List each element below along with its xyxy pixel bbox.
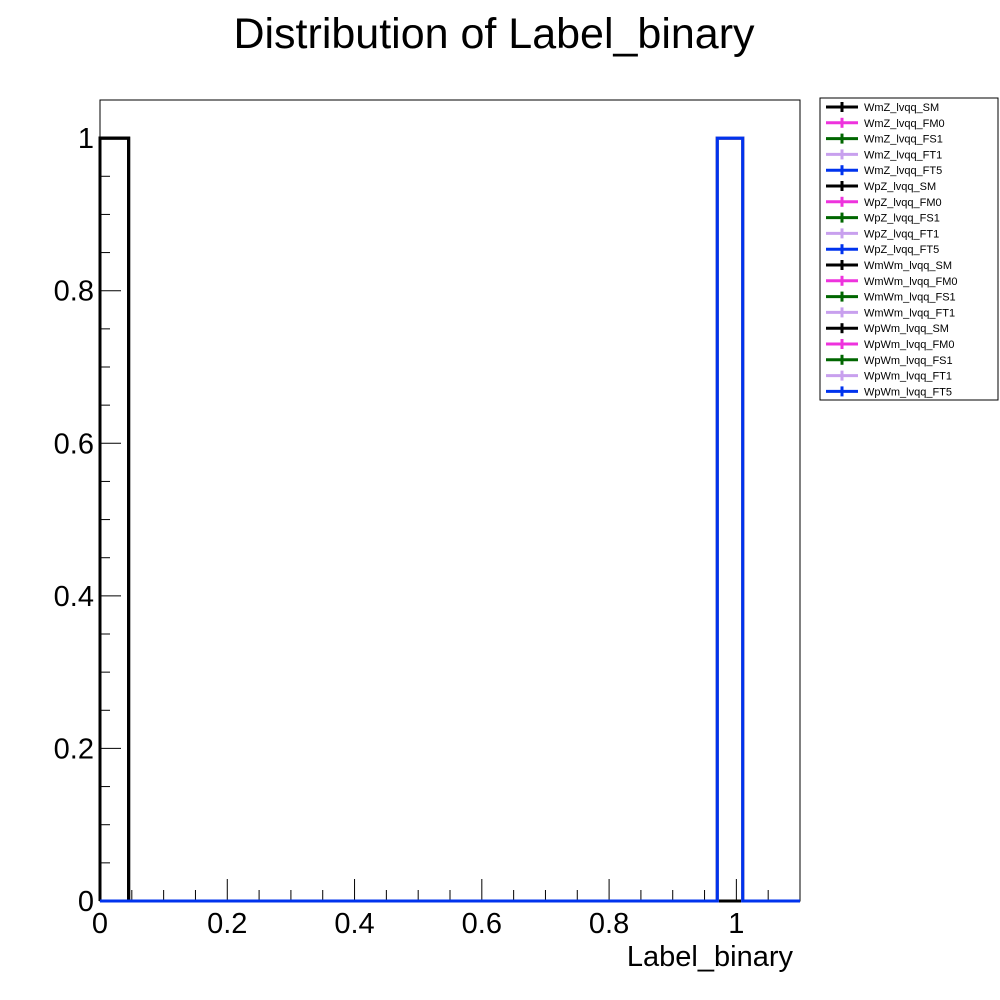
legend-label: WpWm_lvqq_SM	[864, 323, 949, 335]
histogram-series-WmZ_lvqq_SM	[98, 136, 800, 903]
legend-label: WpWm_lvqq_FT5	[864, 386, 952, 398]
legend-label: WpZ_lvqq_SM	[864, 181, 936, 193]
legend-label: WpWm_lvqq_FS1	[864, 355, 953, 367]
x-tick-label: 0.8	[589, 908, 629, 940]
legend-entry: WpZ_lvqq_FT1	[826, 228, 939, 240]
y-tick-label: 0.2	[54, 733, 94, 765]
y-tick-label: 0.4	[54, 581, 94, 613]
histogram-series-WmWm_lvqq_FT1	[100, 136, 800, 903]
legend-label: WmWm_lvqq_FS1	[864, 292, 956, 304]
histogram-series-WpWm_lvqq_FT1	[100, 136, 800, 903]
legend-label: WmZ_lvqq_SM	[864, 102, 939, 114]
legend-label: WpZ_lvqq_FM0	[864, 197, 942, 209]
legend-entry: WmWm_lvqq_FM0	[826, 275, 958, 288]
histogram-series-WpWm_lvqq_SM	[98, 136, 800, 903]
legend-label: WpWm_lvqq_FT1	[864, 371, 952, 383]
y-tick-label: 1	[78, 123, 94, 155]
histogram-series-WpZ_lvqq_FT1	[100, 136, 800, 903]
y-tick-label: 0	[78, 886, 94, 918]
legend-entry: WpWm_lvqq_FT5	[826, 386, 952, 398]
legend-entry: WmZ_lvqq_FT1	[826, 149, 942, 161]
histogram-series-WmWm_lvqq_FS1	[100, 136, 800, 903]
legend-entry: WmZ_lvqq_SM	[826, 102, 939, 114]
legend-entry: WpZ_lvqq_FS1	[826, 212, 940, 225]
histogram-series-WpWm_lvqq_FM0	[100, 136, 800, 903]
histogram-series-WpZ_lvqq_SM	[98, 136, 800, 903]
legend-entry: WpWm_lvqq_FS1	[826, 354, 953, 367]
histogram-series-WpZ_lvqq_FM0	[100, 136, 800, 903]
histogram-series-WpWm_lvqq_FS1	[100, 136, 800, 903]
chart-title: Distribution of Label_binary	[233, 10, 755, 58]
legend-label: WmWm_lvqq_FM0	[864, 276, 958, 288]
legend-entry: WmWm_lvqq_SM	[826, 260, 952, 272]
legend-label: WmZ_lvqq_FT1	[864, 149, 942, 161]
x-tick-label: 0.2	[207, 908, 247, 940]
legend-entry: WpWm_lvqq_FT1	[826, 370, 952, 383]
legend-entry: WmZ_lvqq_FM0	[826, 117, 945, 130]
histogram-series-WmZ_lvqq_FT5	[100, 136, 800, 903]
legend-entry: WpWm_lvqq_SM	[826, 323, 949, 335]
histogram-series-WmZ_lvqq_FT1	[100, 136, 800, 903]
legend-label: WmWm_lvqq_FT1	[864, 307, 955, 319]
histogram-series-WmWm_lvqq_SM	[98, 136, 800, 903]
histogram-series-WmZ_lvqq_FM0	[100, 136, 800, 903]
histogram-series-WmZ_lvqq_FS1	[100, 136, 800, 903]
legend-label: WmZ_lvqq_FT5	[864, 165, 942, 177]
x-tick-label: 0	[92, 908, 108, 940]
plot-frame	[99, 99, 801, 902]
y-tick-label: 0.6	[54, 428, 94, 460]
legend-entry: WpZ_lvqq_FM0	[826, 196, 942, 209]
x-axis-label: Label_binary	[627, 941, 794, 973]
histogram-series-WmWm_lvqq_FM0	[100, 136, 800, 903]
legend-entry: WmZ_lvqq_FS1	[826, 133, 943, 146]
x-tick-label: 0.4	[334, 908, 374, 940]
histogram-series-WpZ_lvqq_FT5	[100, 136, 800, 903]
histogram-bars	[98, 136, 800, 903]
legend-entry: WmWm_lvqq_FT1	[826, 307, 955, 319]
legend-entry: WpZ_lvqq_SM	[826, 181, 936, 193]
legend-entry: WmZ_lvqq_FT5	[826, 165, 942, 177]
legend-label: WmWm_lvqq_SM	[864, 260, 952, 272]
legend-label: WpWm_lvqq_FM0	[864, 339, 954, 351]
histogram-series-WpZ_lvqq_FS1	[100, 136, 800, 903]
x-tick-label: 1	[728, 908, 744, 940]
legend-label: WmZ_lvqq_FS1	[864, 134, 943, 146]
legend: WmZ_lvqq_SM WmZ_lvqq_FM0 WmZ_lvqq_FS1 WmZ_l…	[819, 97, 999, 401]
y-tick-label: 0.8	[54, 276, 94, 308]
legend-entry: WpZ_lvqq_FT5	[826, 244, 939, 256]
axis-ticks: 0 0.2 0.4 0.6 0.8 1 0 0.2 0.4 0.6 0.8 1	[54, 123, 769, 940]
legend-label: WpZ_lvqq_FS1	[864, 213, 940, 225]
legend-label: WpZ_lvqq_FT1	[864, 228, 939, 240]
legend-entry: WmWm_lvqq_FS1	[826, 291, 956, 304]
histogram-series-WpWm_lvqq_FT5	[100, 136, 800, 903]
x-tick-label: 0.6	[462, 908, 502, 940]
legend-label: WmZ_lvqq_FM0	[864, 118, 945, 130]
legend-label: WpZ_lvqq_FT5	[864, 244, 939, 256]
legend-entry: WpWm_lvqq_FM0	[826, 339, 954, 351]
